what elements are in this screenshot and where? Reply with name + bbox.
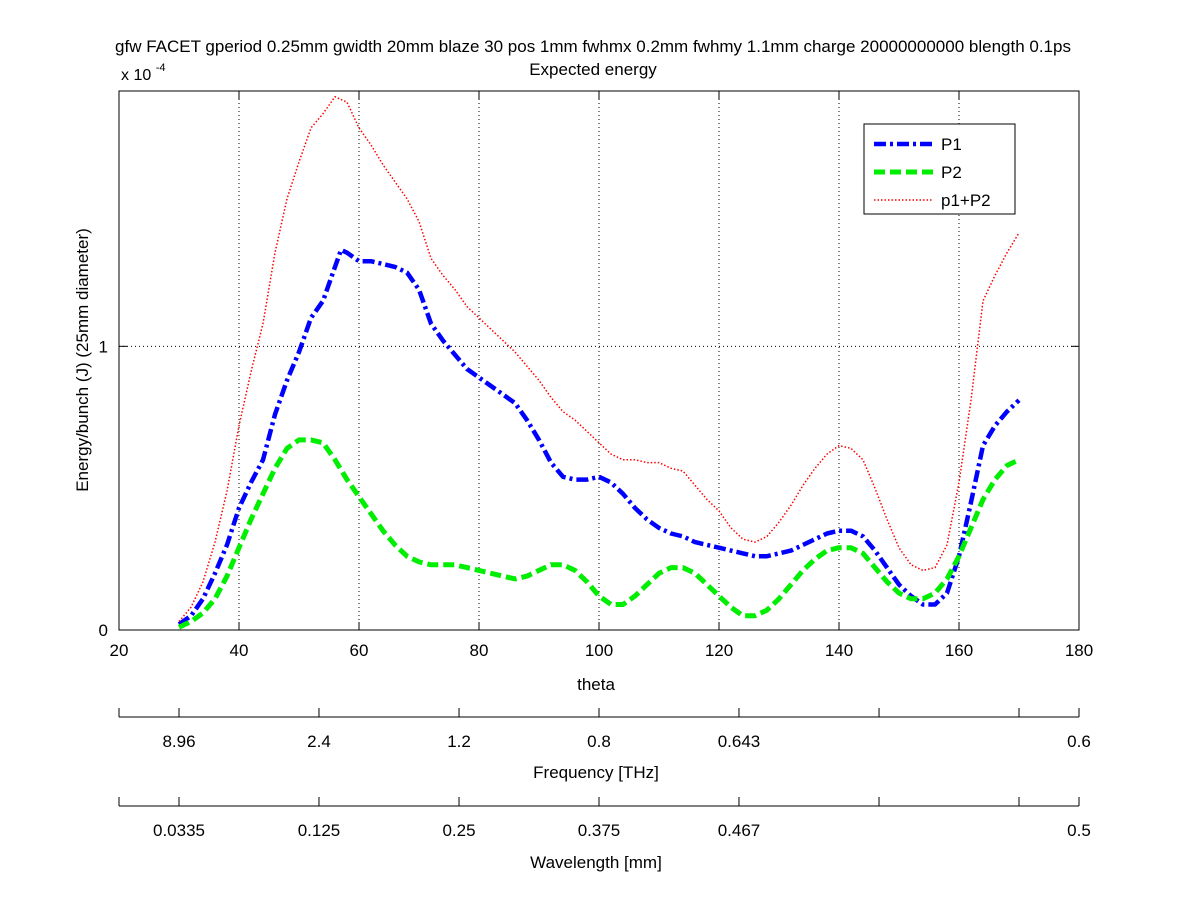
chart-title: gfw FACET gperiod 0.25mm gwidth 20mm bla… bbox=[115, 37, 1071, 56]
legend-label: p1+P2 bbox=[941, 191, 991, 210]
secondary-axis-tick-label: 0.5 bbox=[1067, 821, 1091, 840]
x-tick-label: 180 bbox=[1065, 641, 1093, 660]
secondary-axis-tick-label: 1.2 bbox=[447, 732, 471, 751]
secondary-axis-tick-label: 2.4 bbox=[307, 732, 331, 751]
secondary-axis-tick-label: 0.125 bbox=[298, 821, 341, 840]
secondary-axis-tick-label: 0.6 bbox=[1067, 732, 1091, 751]
secondary-axis-tick-label: 0.643 bbox=[718, 732, 761, 751]
secondary-axis-tick-label: 8.96 bbox=[162, 732, 195, 751]
legend-label: P2 bbox=[941, 163, 962, 182]
y-exponent-power: -4 bbox=[156, 62, 166, 74]
grid-layer bbox=[119, 91, 1079, 630]
x-tick-label: 80 bbox=[470, 641, 489, 660]
legend-label: P1 bbox=[941, 135, 962, 154]
x-tick-label: 40 bbox=[230, 641, 249, 660]
secondary-axis-tick-label: 0.467 bbox=[718, 821, 761, 840]
secondary-axes: 8.96 2.4 1.2 0.8 0.643 0.6 0.0335 0.125 0.25 0.37… bbox=[118, 708, 1091, 840]
series-layer bbox=[177, 95, 1021, 630]
secondary-axis-tick-label: 0.8 bbox=[587, 732, 611, 751]
x-tick-label: 140 bbox=[825, 641, 853, 660]
series-line-2 bbox=[177, 437, 1021, 630]
frequency-axis-label: Frequency [THz] bbox=[533, 763, 659, 782]
secondary-axis-tick-label: 0.375 bbox=[578, 821, 621, 840]
x-tick-label: 160 bbox=[945, 641, 973, 660]
x-axis-label: theta bbox=[577, 675, 615, 694]
y-tick-label: 0 bbox=[99, 621, 108, 640]
x-tick-label: 20 bbox=[110, 641, 129, 660]
y-axis-label: Energy/bunch (J) (25mm diameter) bbox=[73, 228, 92, 492]
legend: P1 P2 p1+P2 bbox=[863, 123, 1016, 215]
y-exponent-label: x 10 -4 bbox=[121, 62, 165, 84]
x-tick-label: 60 bbox=[350, 641, 369, 660]
legend-box bbox=[863, 123, 1016, 215]
secondary-axis-tick-label: 0.25 bbox=[442, 821, 475, 840]
x-tick-label: 100 bbox=[585, 641, 613, 660]
series-line-3 bbox=[178, 95, 1020, 622]
series-line-1 bbox=[177, 247, 1021, 627]
y-tick-label: 1 bbox=[99, 337, 108, 356]
y-exponent-base: x 10 bbox=[121, 67, 151, 84]
wavelength-axis-label: Wavelength [mm] bbox=[530, 853, 662, 872]
tick-layer: 20 40 60 80 100 120 140 160 180 0 1 bbox=[99, 91, 1093, 660]
secondary-axis-tick-label: 0.0335 bbox=[153, 821, 205, 840]
x-tick-label: 120 bbox=[705, 641, 733, 660]
chart-subtitle: Expected energy bbox=[529, 60, 657, 79]
